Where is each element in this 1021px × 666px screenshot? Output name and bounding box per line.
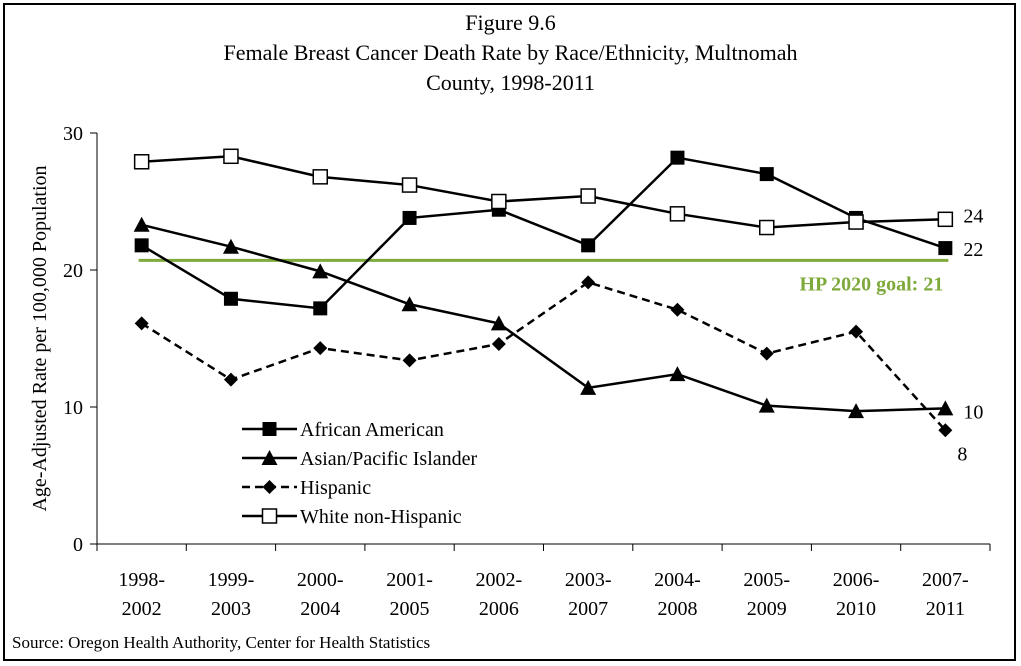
legend-label-white-non-hispanic: White non-Hispanic xyxy=(300,506,462,528)
data-point-african-american xyxy=(581,238,596,253)
data-point-white-non-hispanic xyxy=(223,148,239,165)
end-label-hispanic: 8 xyxy=(957,443,967,465)
source-note: Source: Oregon Health Authority, Center … xyxy=(12,633,431,652)
data-point-hispanic xyxy=(491,336,506,351)
data-point-hispanic xyxy=(223,372,238,387)
legend-marker-african-american xyxy=(262,422,277,436)
series-line-hispanic xyxy=(140,280,947,432)
data-point-white-non-hispanic xyxy=(937,211,954,228)
data-point-asian-pacific-islander xyxy=(401,296,418,312)
x-tick-label: 2004 xyxy=(300,598,340,620)
x-tick-label: 2007- xyxy=(922,569,969,591)
x-tick-label: 2007 xyxy=(568,598,608,620)
data-point-white-non-hispanic xyxy=(669,206,686,222)
data-point-hispanic xyxy=(849,324,864,339)
y-tick-label: 0 xyxy=(73,534,83,556)
chart-title-line2: County, 1998-2011 xyxy=(426,70,595,95)
data-point-hispanic xyxy=(581,275,596,290)
data-point-african-american xyxy=(670,150,685,165)
data-point-white-non-hispanic xyxy=(491,193,507,210)
data-point-white-non-hispanic xyxy=(401,177,418,193)
data-point-asian-pacific-islander xyxy=(669,366,686,382)
series-line-asian-pacific-islander xyxy=(141,223,946,413)
data-point-white-non-hispanic xyxy=(580,188,596,204)
legend-label-hispanic: Hispanic xyxy=(300,477,371,499)
y-axis-label: Age-Adjusted Rate per 100,000 Population xyxy=(29,165,51,511)
data-point-asian-pacific-islander xyxy=(490,315,507,331)
end-label-asian-pacific-islander: 10 xyxy=(963,401,983,423)
x-tick-label: 2010 xyxy=(836,598,876,620)
legend-marker-hispanic xyxy=(262,480,277,494)
legend-label-african-american: African American xyxy=(300,419,444,441)
data-point-hispanic xyxy=(313,341,328,356)
data-point-hispanic xyxy=(938,423,953,438)
x-tick-label: 2002- xyxy=(476,569,523,591)
legend-marker-white-non-hispanic xyxy=(261,508,278,524)
data-point-african-american xyxy=(313,301,328,316)
figure-number: Figure 9.6 xyxy=(465,10,556,35)
data-point-african-american xyxy=(134,238,149,253)
data-point-hispanic xyxy=(670,302,685,317)
x-tick-label: 1998- xyxy=(118,569,165,591)
data-point-hispanic xyxy=(134,316,149,331)
chart-title-line1: Female Breast Cancer Death Rate by Race/… xyxy=(223,40,798,65)
data-point-african-american xyxy=(223,291,238,306)
x-tick-label: 2006 xyxy=(479,598,519,620)
data-point-asian-pacific-islander xyxy=(937,400,954,416)
data-point-hispanic xyxy=(759,346,774,361)
series-line-white-non-hispanic xyxy=(141,155,946,229)
x-tick-label: 2003 xyxy=(211,598,251,620)
x-tick-label: 2004- xyxy=(654,569,701,591)
data-point-african-american xyxy=(938,241,953,256)
data-point-hispanic xyxy=(402,353,417,368)
end-label-african-american: 22 xyxy=(963,239,983,261)
x-tick-label: 2009 xyxy=(747,598,787,620)
x-tick-label: 2011 xyxy=(926,598,965,620)
data-point-african-american xyxy=(402,210,417,225)
x-tick-label: 2002 xyxy=(122,598,162,620)
x-tick-label: 1999- xyxy=(208,569,255,591)
data-point-asian-pacific-islander xyxy=(312,263,329,279)
y-tick-label: 20 xyxy=(63,260,83,282)
data-point-asian-pacific-islander xyxy=(848,403,865,419)
y-tick-label: 10 xyxy=(63,397,83,419)
x-tick-label: 2001- xyxy=(386,569,433,591)
data-point-asian-pacific-islander xyxy=(133,216,150,232)
x-tick-label: 2003- xyxy=(565,569,612,591)
end-label-white-non-hispanic: 24 xyxy=(963,205,983,227)
data-point-asian-pacific-islander xyxy=(758,397,775,413)
legend-label-asian-pacific-islander: Asian/Pacific Islander xyxy=(300,448,477,470)
x-tick-label: 2005 xyxy=(390,598,430,620)
data-point-white-non-hispanic xyxy=(759,219,775,236)
reference-line-label: HP 2020 goal: 21 xyxy=(799,273,943,295)
x-tick-label: 2006- xyxy=(833,569,880,591)
data-point-asian-pacific-islander xyxy=(580,379,597,395)
data-point-white-non-hispanic xyxy=(312,169,328,185)
data-point-asian-pacific-islander xyxy=(222,238,239,254)
data-point-white-non-hispanic xyxy=(848,214,864,230)
x-tick-label: 2008 xyxy=(657,598,697,620)
data-point-african-american xyxy=(759,167,774,182)
legend-marker-asian-pacific-islander xyxy=(261,450,278,465)
y-tick-label: 30 xyxy=(63,123,83,145)
data-point-white-non-hispanic xyxy=(133,154,150,170)
x-tick-label: 2000- xyxy=(297,569,344,591)
x-tick-label: 2005- xyxy=(743,569,790,591)
series-line-african-american xyxy=(141,156,946,310)
